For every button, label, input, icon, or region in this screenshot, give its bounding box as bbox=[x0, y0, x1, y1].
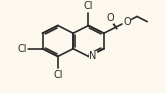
Text: O: O bbox=[123, 17, 131, 27]
Text: Cl: Cl bbox=[84, 1, 93, 11]
Text: N: N bbox=[89, 51, 97, 61]
Text: Cl: Cl bbox=[17, 44, 27, 54]
Text: O: O bbox=[106, 13, 114, 23]
Text: Cl: Cl bbox=[53, 70, 63, 80]
